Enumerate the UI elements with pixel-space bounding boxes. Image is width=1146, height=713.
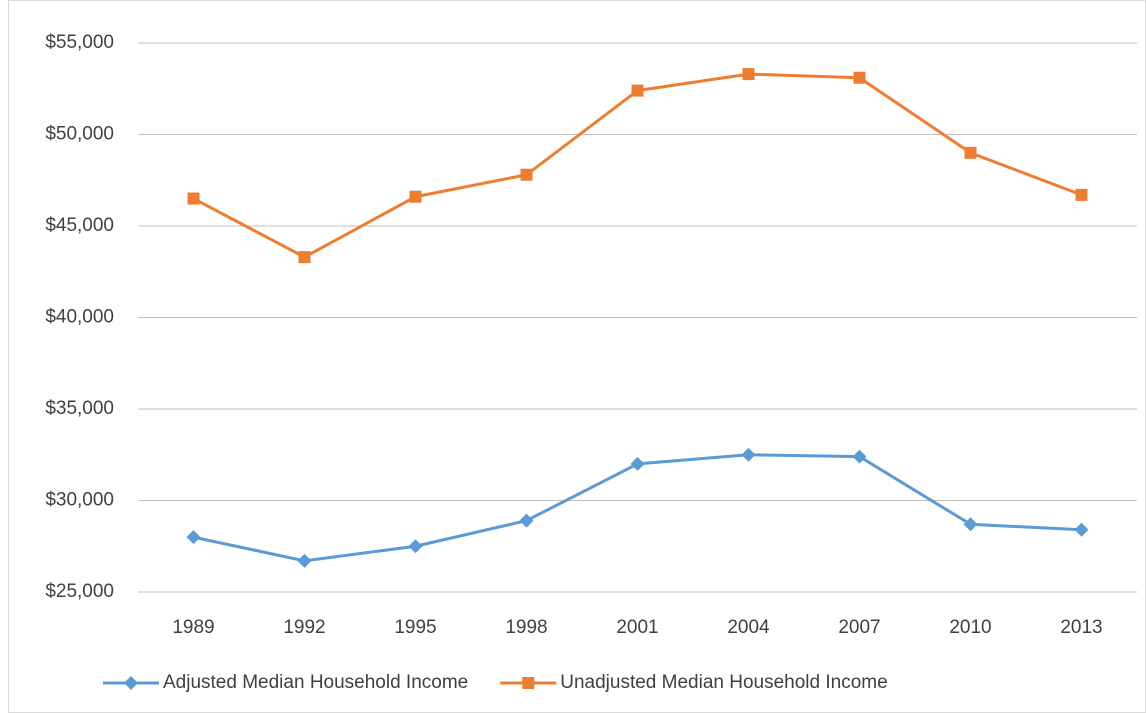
data-point xyxy=(741,447,756,462)
x-tick-label: 2013 xyxy=(1060,617,1102,638)
legend-marker xyxy=(124,676,138,690)
y-tick-label: $30,000 xyxy=(45,490,114,511)
data-point xyxy=(963,517,978,532)
x-tick-label: 1989 xyxy=(172,617,214,638)
data-point xyxy=(964,146,977,159)
data-point xyxy=(520,168,533,181)
legend-label: Unadjusted Median Household Income xyxy=(560,672,887,693)
chart-frame xyxy=(8,0,1146,713)
x-tick-label: 1992 xyxy=(283,617,325,638)
data-point xyxy=(187,192,200,205)
data-point xyxy=(630,456,645,471)
data-point xyxy=(297,553,312,568)
x-tick-label: 2004 xyxy=(727,617,770,638)
y-tick-label: $50,000 xyxy=(45,124,114,145)
y-tick-label: $45,000 xyxy=(45,215,114,236)
legend-label: Adjusted Median Household Income xyxy=(163,672,468,693)
data-point xyxy=(186,530,201,545)
data-point xyxy=(742,68,755,81)
y-tick-label: $55,000 xyxy=(45,32,114,53)
y-tick-label: $40,000 xyxy=(45,307,114,328)
data-point xyxy=(631,84,644,97)
x-tick-label: 1998 xyxy=(505,617,547,638)
y-tick-label: $25,000 xyxy=(45,581,114,602)
data-point xyxy=(1075,188,1088,201)
data-point xyxy=(1074,522,1089,537)
y-tick-label: $35,000 xyxy=(45,398,114,419)
x-tick-label: 1995 xyxy=(394,617,436,638)
data-point xyxy=(852,449,867,464)
legend-marker xyxy=(522,677,535,689)
x-tick-label: 2007 xyxy=(838,617,880,638)
data-point xyxy=(408,539,423,554)
data-point xyxy=(519,513,534,528)
data-point xyxy=(298,251,311,264)
x-tick-label: 2001 xyxy=(616,617,658,638)
data-point xyxy=(853,71,866,84)
data-point xyxy=(409,190,422,203)
x-tick-label: 2010 xyxy=(949,617,991,638)
